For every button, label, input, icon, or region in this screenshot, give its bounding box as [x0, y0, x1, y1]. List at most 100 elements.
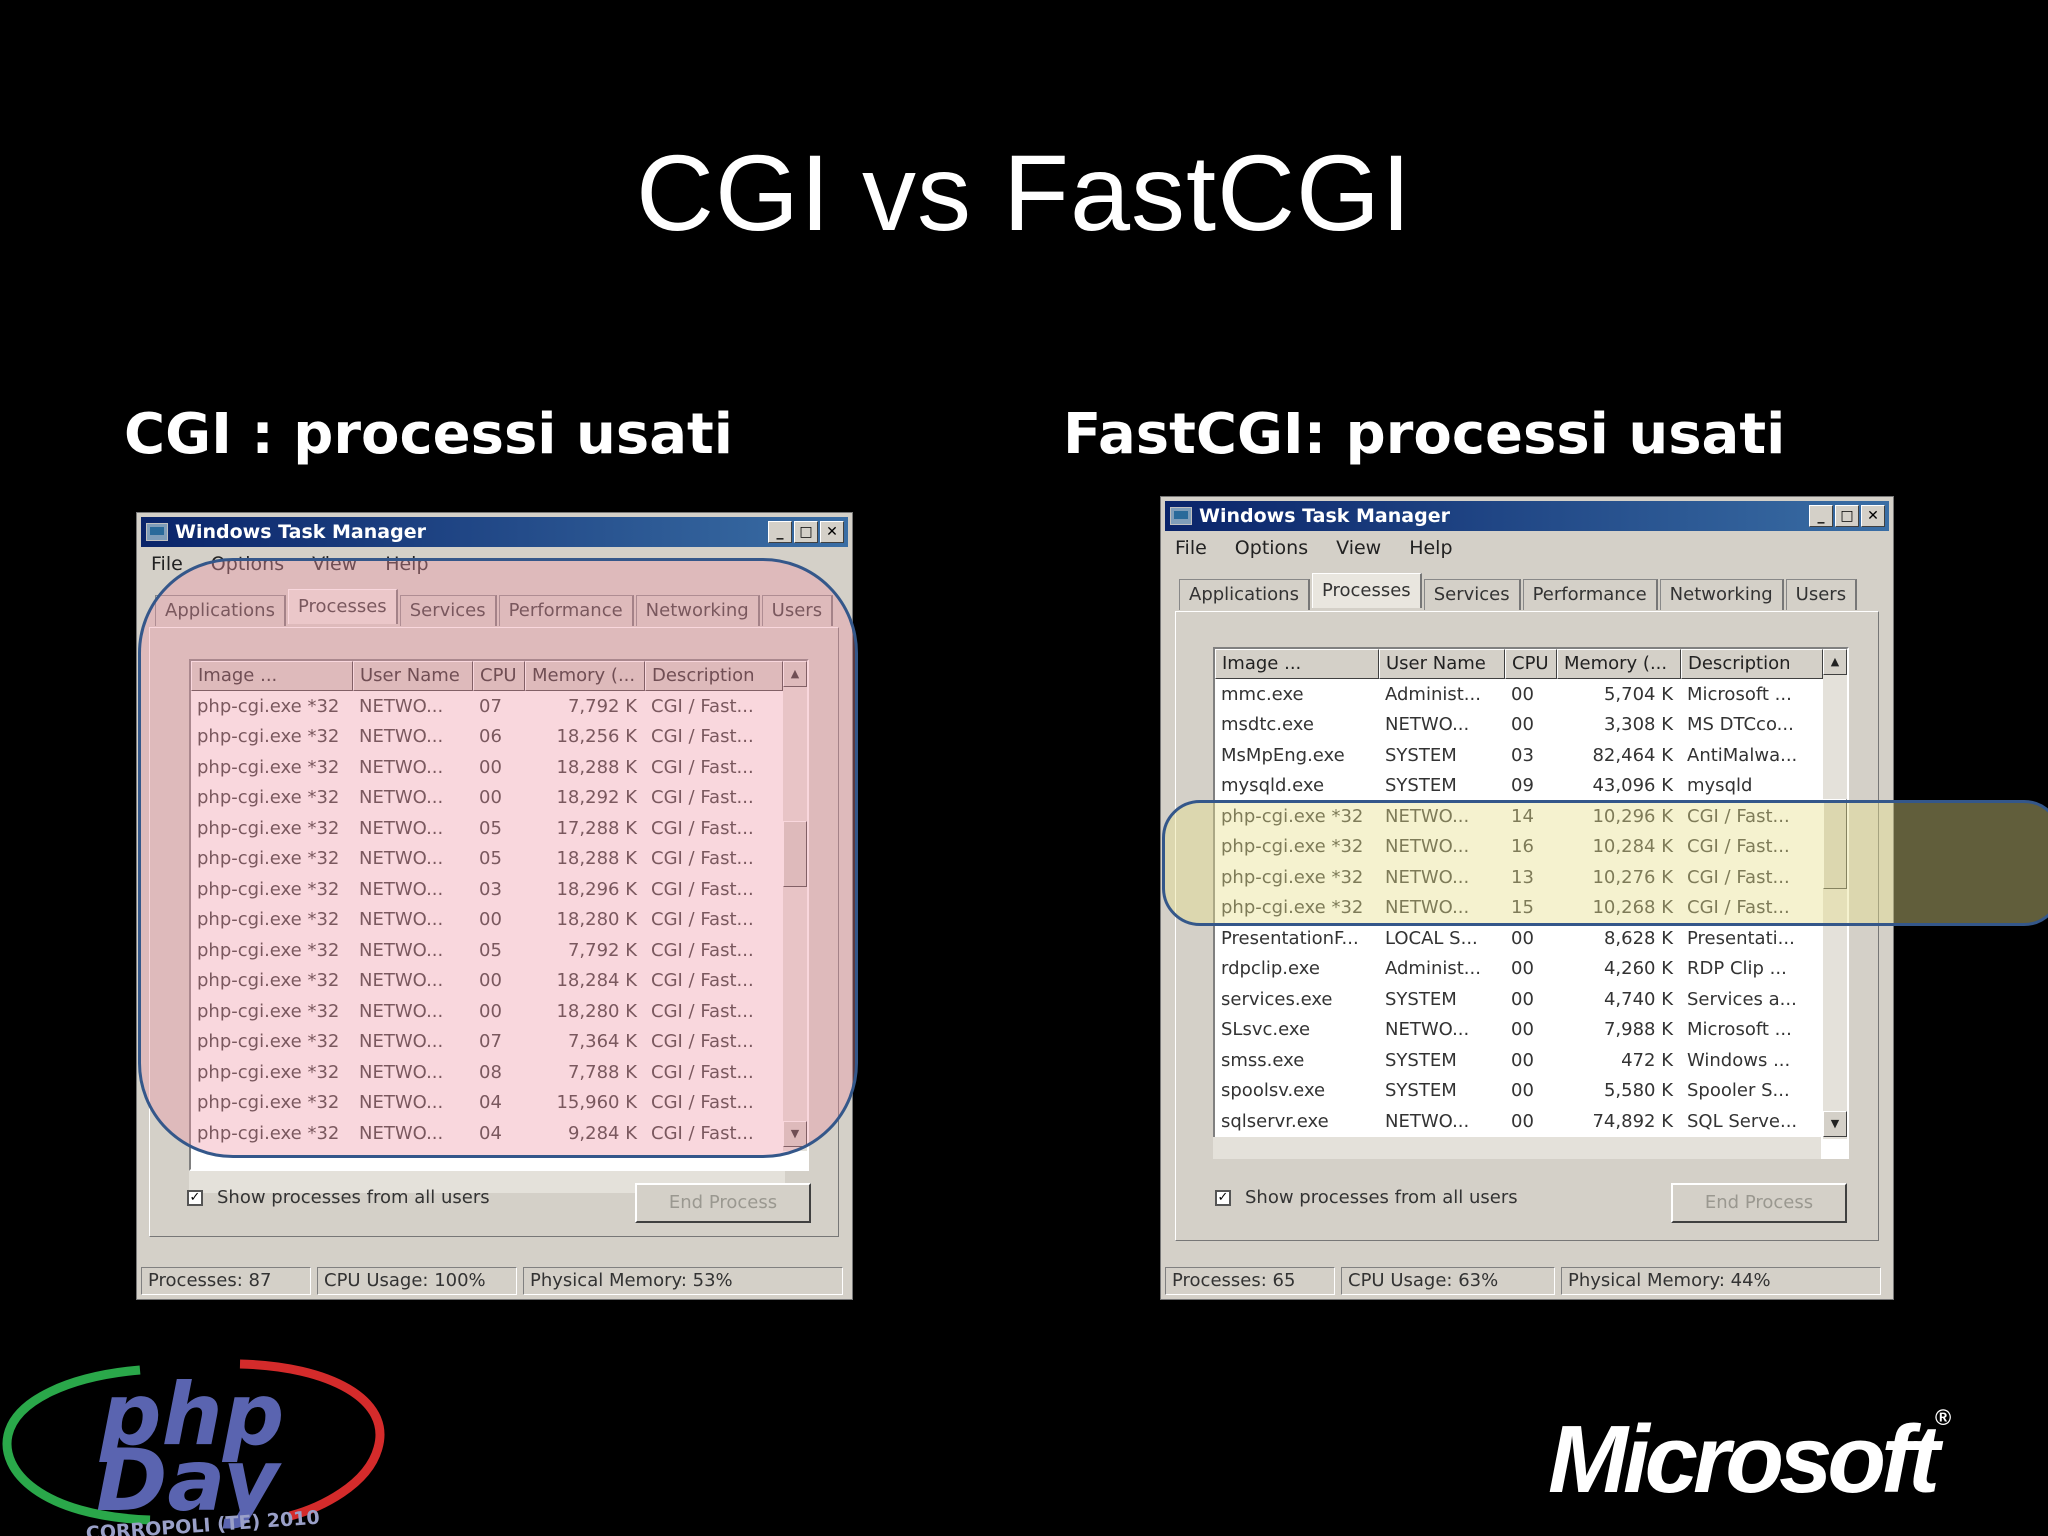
- table-row[interactable]: php-cgi.exe *32 NETWO... 07 7,364 K CGI / Fa…: [191, 1027, 783, 1058]
- table-cell: 07: [479, 1031, 502, 1053]
- col-description[interactable]: Description: [1681, 649, 1823, 679]
- table-row[interactable]: SLsvc.exe NETWO... 00 7,988 K Microsoft ...: [1215, 1015, 1823, 1046]
- table-row[interactable]: php-cgi.exe *32 NETWO... 07 7,792 K CGI / Fa…: [191, 691, 783, 722]
- table-row[interactable]: php-cgi.exe *32 NETWO... 04 9,284 K CGI / Fa…: [191, 1118, 783, 1149]
- table-row[interactable]: php-cgi.exe *32 NETWO... 00 18,284 K CGI / F…: [191, 966, 783, 997]
- table-cell: CGI / Fast...: [651, 726, 754, 748]
- table-row[interactable]: php-cgi.exe *32 NETWO... 05 7,792 K CGI / Fa…: [191, 935, 783, 966]
- menu-options[interactable]: Options: [210, 553, 285, 575]
- table-cell: NETWO...: [359, 787, 444, 809]
- tab-performance[interactable]: Performance: [1522, 579, 1658, 610]
- close-button[interactable]: ✕: [820, 521, 844, 543]
- maximize-button[interactable]: □: [1835, 505, 1859, 527]
- show-all-users-checkbox[interactable]: ✓: [187, 1189, 203, 1206]
- table-row[interactable]: php-cgi.exe *32 NETWO... 05 17,288 K CGI / F…: [191, 813, 783, 844]
- table-cell: 06: [479, 726, 502, 748]
- table-row[interactable]: php-cgi.exe *32 NETWO... 00 18,288 K CGI / F…: [191, 752, 783, 783]
- tab-processes[interactable]: Processes: [1311, 573, 1422, 608]
- tab-users[interactable]: Users: [1785, 579, 1858, 610]
- logo-green-arc: [2, 1365, 151, 1525]
- tab-processes[interactable]: Processes: [287, 589, 398, 624]
- horizontal-scrollbar[interactable]: [1213, 1137, 1821, 1159]
- table-row[interactable]: msdtc.exe NETWO... 00 3,308 K MS DTCco...: [1215, 710, 1823, 741]
- tab-applications[interactable]: Applications: [155, 595, 286, 626]
- table-row[interactable]: php-cgi.exe *32 NETWO... 00 18,292 K CGI / F…: [191, 783, 783, 814]
- minimize-button[interactable]: _: [1809, 505, 1833, 527]
- tab-users[interactable]: Users: [761, 595, 834, 626]
- table-row[interactable]: php-cgi.exe *32 NETWO... 03 18,296 K CGI / F…: [191, 874, 783, 905]
- table-row[interactable]: php-cgi.exe *32 NETWO... 00 18,280 K CGI / F…: [191, 996, 783, 1027]
- menu-file[interactable]: File: [151, 553, 183, 575]
- table-row[interactable]: services.exe SYSTEM 00 4,740 K Services a...: [1215, 984, 1823, 1015]
- scroll-thumb[interactable]: [783, 821, 807, 887]
- table-row[interactable]: smss.exe SYSTEM 00 472 K Windows ...: [1215, 1045, 1823, 1076]
- show-all-users-checkbox[interactable]: ✓: [1215, 1189, 1231, 1206]
- table-row[interactable]: MsMpEng.exe SYSTEM 03 82,464 K AntiMalwa...: [1215, 740, 1823, 771]
- scroll-thumb[interactable]: [1823, 799, 1847, 889]
- maximize-button[interactable]: □: [794, 521, 818, 543]
- menu-help[interactable]: Help: [1409, 537, 1453, 559]
- table-row[interactable]: php-cgi.exe *32 NETWO... 15 10,268 K CGI / F…: [1215, 893, 1823, 924]
- table-row[interactable]: mmc.exe Administ... 00 5,704 K Microsoft ...: [1215, 679, 1823, 710]
- col-image-name[interactable]: Image ...: [191, 661, 353, 691]
- end-process-button[interactable]: End Process: [1671, 1183, 1847, 1223]
- vertical-scrollbar[interactable]: ▲ ▼: [783, 661, 807, 1151]
- table-cell: php-cgi.exe *32: [197, 1122, 340, 1144]
- menu-view[interactable]: View: [312, 553, 358, 575]
- table-row[interactable]: mysqld.exe SYSTEM 09 43,096 K mysqld: [1215, 771, 1823, 802]
- table-row[interactable]: php-cgi.exe *32 NETWO... 04 15,960 K CGI / F…: [191, 1088, 783, 1119]
- end-process-button[interactable]: End Process: [635, 1183, 811, 1223]
- tab-applications[interactable]: Applications: [1179, 579, 1310, 610]
- tab-services[interactable]: Services: [1423, 579, 1521, 610]
- minimize-button[interactable]: _: [768, 521, 792, 543]
- scroll-up-icon[interactable]: ▲: [1823, 649, 1847, 675]
- menu-options[interactable]: Options: [1234, 537, 1309, 559]
- table-row[interactable]: php-cgi.exe *32 NETWO... 14 10,296 K CGI / F…: [1215, 801, 1823, 832]
- tab-services[interactable]: Services: [399, 595, 497, 626]
- table-cell: sqlservr.exe: [1221, 1110, 1329, 1132]
- col-user-name[interactable]: User Name: [1379, 649, 1505, 679]
- table-row[interactable]: PresentationF... LOCAL S... 00 8,628 K Prese…: [1215, 923, 1823, 954]
- col-cpu[interactable]: CPU: [473, 661, 525, 691]
- tab-networking[interactable]: Networking: [635, 595, 760, 626]
- table-cell: NETWO...: [359, 817, 444, 839]
- table-row[interactable]: rdpclip.exe Administ... 00 4,260 K RDP Clip …: [1215, 954, 1823, 985]
- table-row[interactable]: php-cgi.exe *32 NETWO... 06 18,256 K CGI / F…: [191, 722, 783, 753]
- tab-performance[interactable]: Performance: [498, 595, 634, 626]
- table-cell: CGI / Fast...: [651, 1061, 754, 1083]
- table-row[interactable]: php-cgi.exe *32 NETWO... 08 7,788 K CGI / Fa…: [191, 1057, 783, 1088]
- table-cell: php-cgi.exe *32: [197, 756, 340, 778]
- table-cell: 14: [1511, 805, 1534, 827]
- vertical-scrollbar[interactable]: ▲ ▼: [1823, 649, 1847, 1139]
- title-bar[interactable]: Windows Task Manager _ □ ✕: [1165, 501, 1889, 531]
- col-image-name[interactable]: Image ...: [1215, 649, 1379, 679]
- menu-file[interactable]: File: [1175, 537, 1207, 559]
- table-row[interactable]: php-cgi.exe *32 NETWO... 13 10,276 K CGI / F…: [1215, 862, 1823, 893]
- table-row[interactable]: php-cgi.exe *32 NETWO... 00 18,280 K CGI / F…: [191, 905, 783, 936]
- table-row[interactable]: php-cgi.exe *32 NETWO... 05 18,288 K CGI / F…: [191, 844, 783, 875]
- table-cell: CGI / Fast...: [651, 817, 754, 839]
- table-cell: NETWO...: [359, 909, 444, 931]
- col-cpu[interactable]: CPU: [1505, 649, 1557, 679]
- table-cell: 00: [1511, 958, 1534, 980]
- table-row[interactable]: spoolsv.exe SYSTEM 00 5,580 K Spooler S...: [1215, 1076, 1823, 1107]
- table-row[interactable]: php-cgi.exe *32 NETWO... 16 10,284 K CGI / F…: [1215, 832, 1823, 863]
- table-cell: 00: [479, 970, 502, 992]
- close-button[interactable]: ✕: [1861, 505, 1885, 527]
- scroll-up-icon[interactable]: ▲: [783, 661, 807, 687]
- menu-help[interactable]: Help: [385, 553, 429, 575]
- scroll-down-icon[interactable]: ▼: [783, 1121, 807, 1147]
- menu-view[interactable]: View: [1336, 537, 1382, 559]
- table-row[interactable]: sqlservr.exe NETWO... 00 74,892 K SQL Serve.…: [1215, 1106, 1823, 1137]
- col-description[interactable]: Description: [645, 661, 783, 691]
- table-cell: CGI / Fast...: [651, 787, 754, 809]
- table-cell: 13: [1511, 866, 1534, 888]
- tab-networking[interactable]: Networking: [1659, 579, 1784, 610]
- table-cell: NETWO...: [359, 1122, 444, 1144]
- col-memory[interactable]: Memory (...: [1557, 649, 1681, 679]
- table-cell: NETWO...: [1385, 805, 1470, 827]
- col-user-name[interactable]: User Name: [353, 661, 473, 691]
- col-memory[interactable]: Memory (...: [525, 661, 645, 691]
- scroll-down-icon[interactable]: ▼: [1823, 1111, 1847, 1137]
- title-bar[interactable]: Windows Task Manager _ □ ✕: [141, 517, 848, 547]
